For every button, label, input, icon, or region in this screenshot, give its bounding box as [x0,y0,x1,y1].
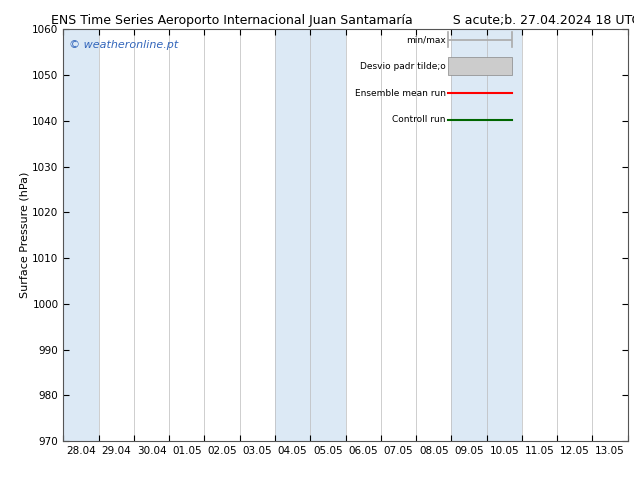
Y-axis label: Surface Pressure (hPa): Surface Pressure (hPa) [20,172,30,298]
Title: ENS Time Series Aeroporto Internacional Juan Santamaría          S acute;b. 27.0: ENS Time Series Aeroporto Internacional … [51,14,634,27]
Text: Controll run: Controll run [392,116,446,124]
Text: Ensemble mean run: Ensemble mean run [355,89,446,98]
Bar [275,29,310,441]
Text: Desvio padr tilde;o: Desvio padr tilde;o [360,62,446,71]
Bar [451,29,487,441]
Text: min/max: min/max [406,35,446,44]
Bar [487,29,522,441]
Bar [448,57,512,75]
Bar [310,29,346,441]
Text: © weatheronline.pt: © weatheronline.pt [69,40,178,49]
Bar [63,29,99,441]
